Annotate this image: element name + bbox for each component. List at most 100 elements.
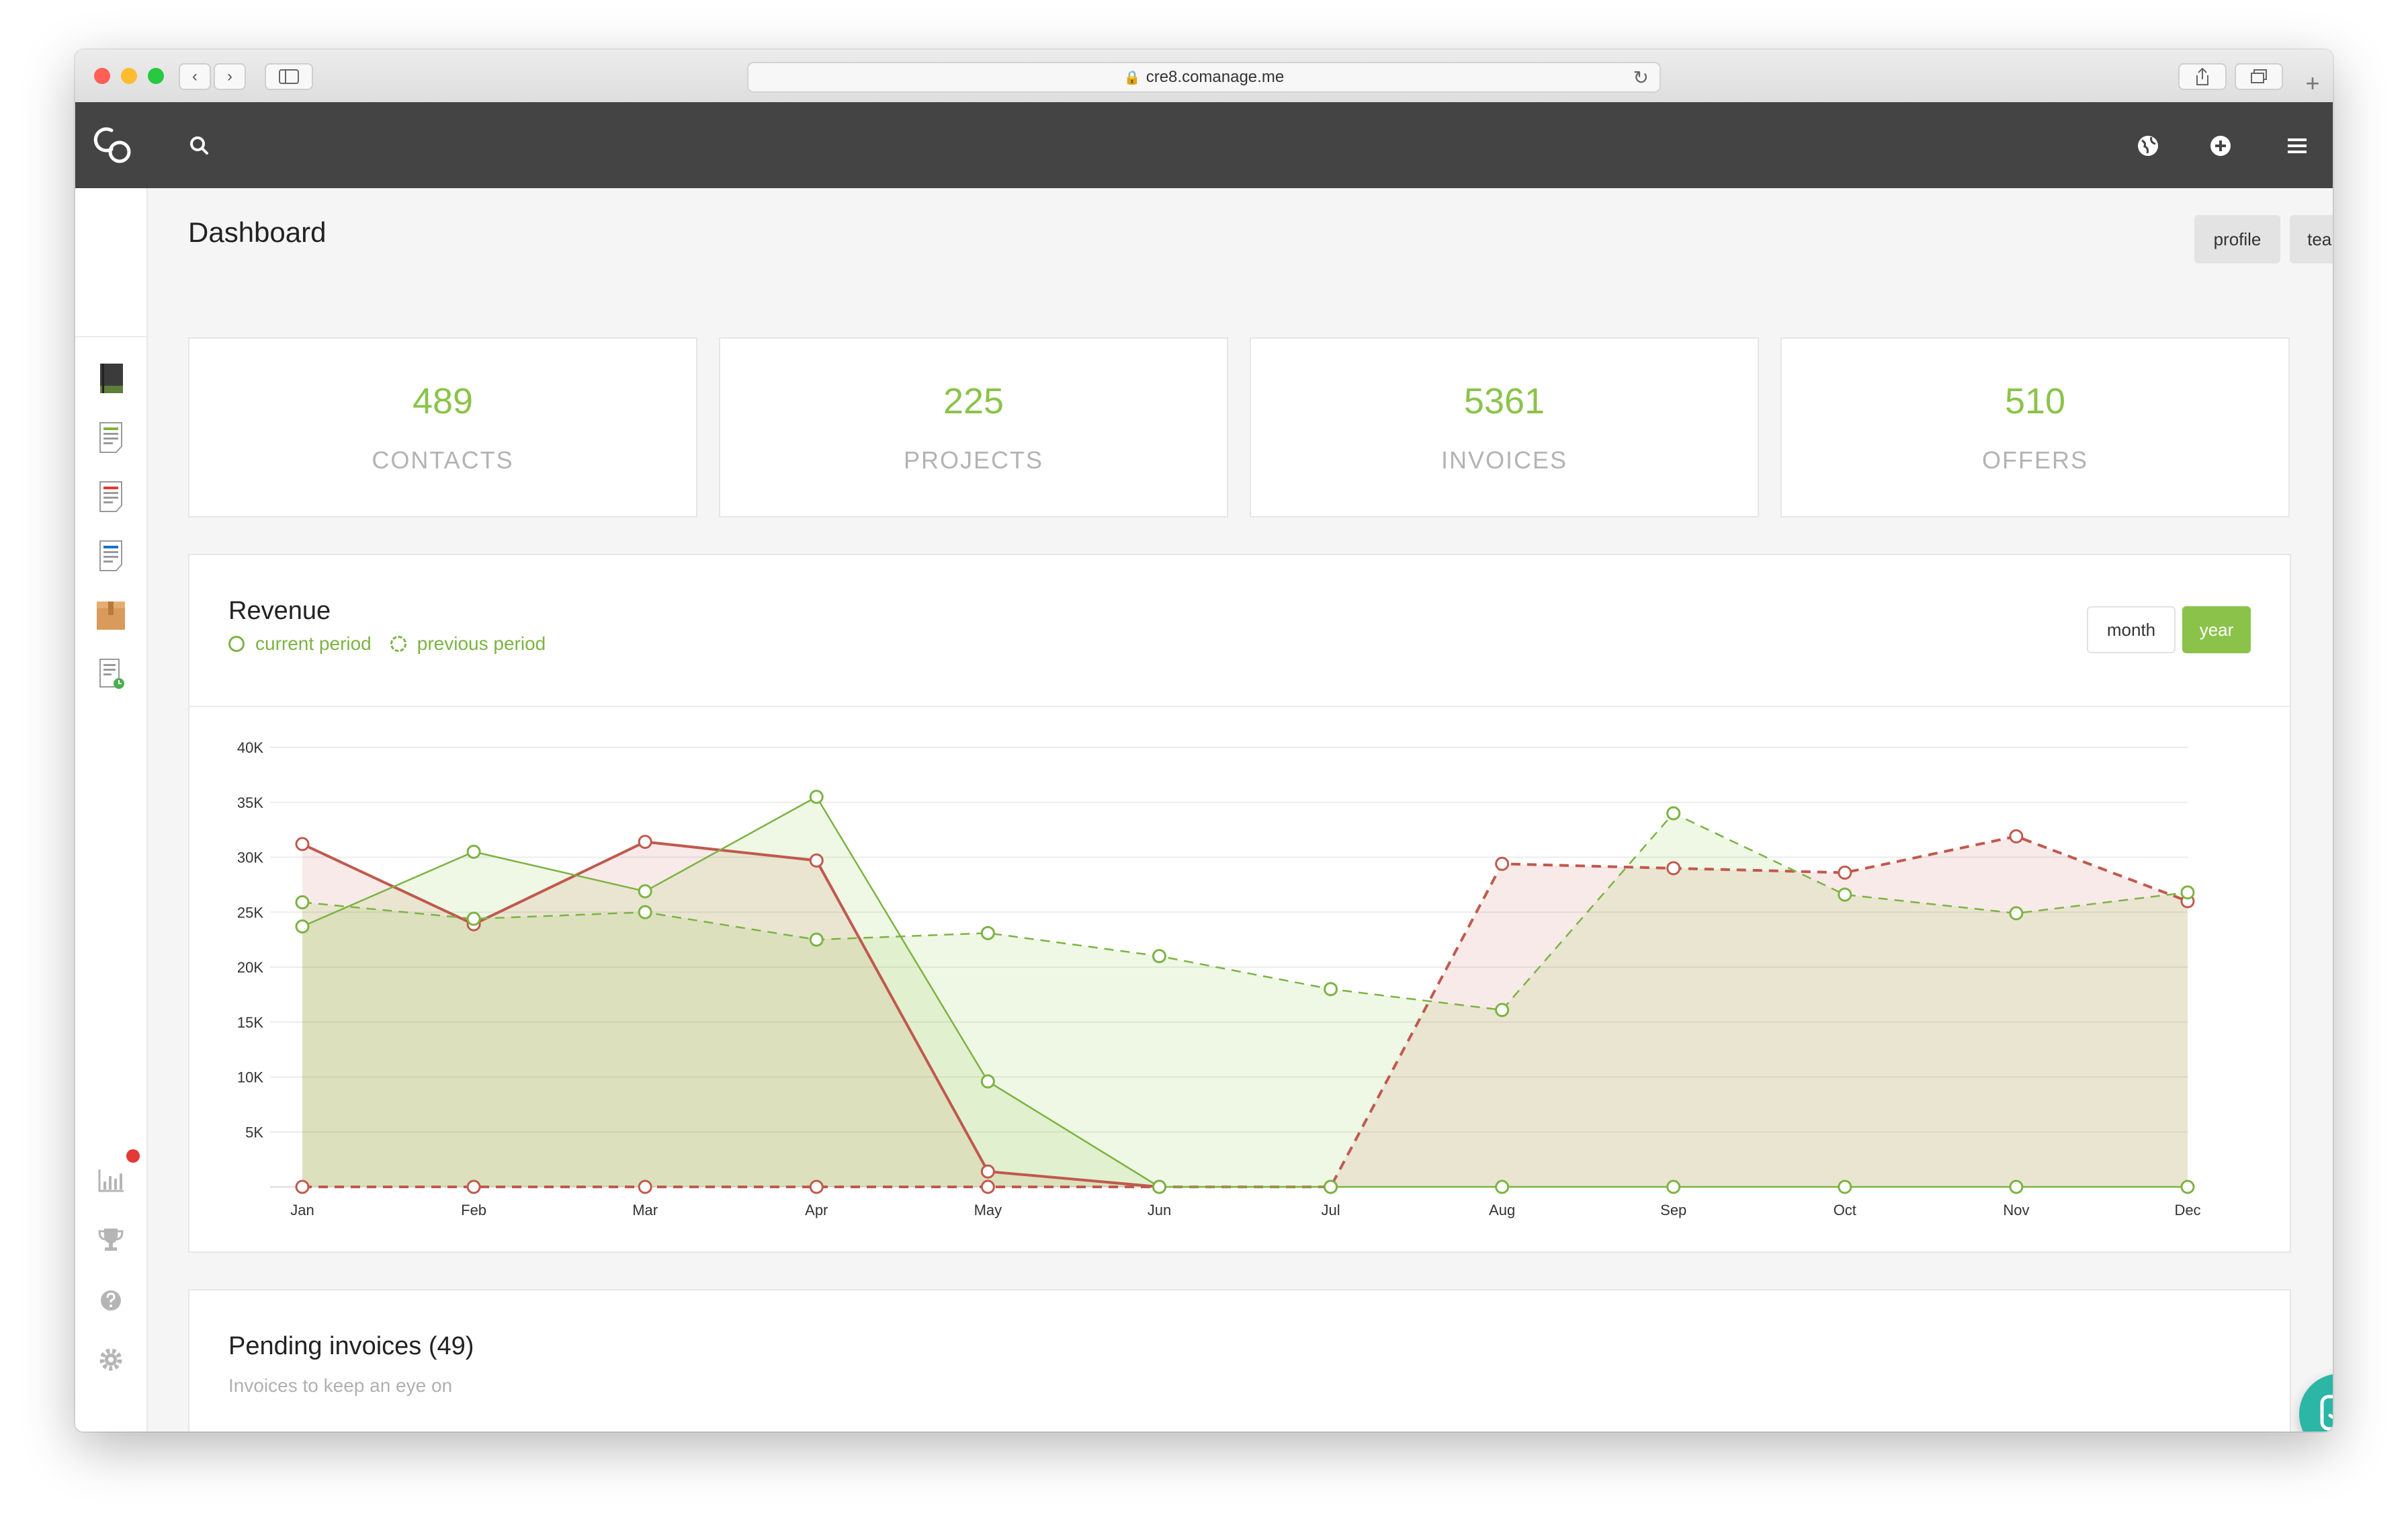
x-tick-label: Nov: [2003, 1202, 2029, 1218]
stat-card-invoices[interactable]: 5361 INVOICES: [1250, 337, 1759, 518]
app-logo[interactable]: [90, 122, 137, 169]
x-tick-label: Mar: [632, 1202, 658, 1218]
stat-label: OFFERS: [1981, 446, 2088, 474]
sidebar: CB: [75, 188, 148, 1432]
blue-document-icon[interactable]: [95, 539, 126, 573]
data-point: [638, 1180, 652, 1194]
back-button[interactable]: ‹: [179, 63, 211, 90]
stat-card-contacts[interactable]: 489 CONTACTS: [188, 337, 697, 518]
stat-value: 5361: [1463, 381, 1545, 421]
globe-icon[interactable]: [2131, 129, 2165, 163]
data-point: [1666, 861, 1681, 876]
x-tick-label: Sep: [1660, 1202, 1686, 1218]
new-tab-button[interactable]: +: [2305, 69, 2320, 97]
maximize-window-button[interactable]: [148, 68, 164, 84]
data-point: [1666, 806, 1681, 821]
y-tick-label: 35K: [237, 794, 263, 811]
series-line: [302, 796, 2188, 1188]
minimize-window-button[interactable]: [121, 68, 137, 84]
data-point: [2009, 1180, 2024, 1194]
card-divider: [189, 706, 2290, 707]
series-area: [302, 813, 2188, 1187]
y-tick-label: 40K: [237, 739, 263, 756]
close-window-button[interactable]: [94, 68, 110, 84]
gear-icon[interactable]: [95, 1343, 126, 1376]
data-point: [2009, 906, 2024, 921]
package-box-icon[interactable]: [95, 598, 126, 632]
data-point: [295, 895, 310, 910]
share-icon: [2196, 67, 2208, 85]
data-point: [1495, 1003, 1510, 1018]
x-tick-label: Jun: [1148, 1202, 1171, 1218]
data-point: [2180, 885, 2195, 900]
address-bar[interactable]: 🔒 cre8.comanage.me ↻: [747, 62, 1661, 93]
legend-current-marker: [228, 636, 245, 652]
series-area: [302, 836, 2188, 1187]
data-point: [809, 1180, 824, 1194]
notification-dot: [126, 1149, 140, 1163]
month-toggle-button[interactable]: month: [2087, 606, 2176, 653]
series-line: [302, 840, 1160, 1188]
y-tick-label: 20K: [237, 959, 263, 976]
tabs-overview-button[interactable]: [2235, 63, 2283, 90]
notebook-icon[interactable]: [95, 362, 126, 395]
y-tick-label: 15K: [237, 1014, 263, 1031]
data-point: [980, 925, 995, 940]
data-point: [1838, 887, 1852, 902]
year-toggle-button[interactable]: year: [2182, 606, 2251, 653]
x-tick-label: Jul: [1321, 1202, 1340, 1218]
sidebar-icon: [279, 69, 299, 84]
sidebar-toggle-button[interactable]: [265, 63, 313, 90]
chat-icon: [2320, 1395, 2333, 1431]
stat-card-projects[interactable]: 225 PROJECTS: [719, 337, 1228, 518]
spreadsheet-icon[interactable]: [95, 421, 126, 454]
red-document-icon[interactable]: [95, 480, 126, 513]
data-point: [638, 835, 652, 850]
bar-chart-icon[interactable]: [95, 1163, 126, 1196]
chevron-right-icon: ›: [227, 67, 232, 85]
team-avatar[interactable]: TH: [91, 1398, 130, 1432]
tabs-icon: [2251, 69, 2267, 83]
hamburger-menu-icon[interactable]: [2280, 129, 2314, 163]
team-button[interactable]: team: [2290, 215, 2333, 263]
y-tick-label: 30K: [237, 850, 263, 866]
search-icon[interactable]: [183, 129, 216, 163]
top-navbar: [75, 102, 2333, 188]
pending-invoices-subtitle: Invoices to keep an eye on: [228, 1375, 453, 1396]
trophy-icon[interactable]: [95, 1223, 126, 1257]
browser-window: ‹ › 🔒 cre8.comanage.me ↻ +: [75, 50, 2333, 1432]
data-point: [1838, 1180, 1852, 1194]
data-point: [1838, 865, 1852, 880]
document-clock-icon[interactable]: [95, 657, 126, 691]
revenue-card: Revenue current period previous period m…: [188, 554, 2291, 1253]
lock-icon: 🔒: [1123, 70, 1141, 85]
plus-circle-icon[interactable]: [2204, 129, 2237, 163]
data-point: [2180, 1180, 2195, 1194]
data-point: [809, 853, 824, 868]
stat-value: 489: [412, 381, 474, 421]
x-tick-label: Aug: [1489, 1202, 1515, 1218]
chat-launcher-button[interactable]: [2299, 1374, 2333, 1432]
sidebar-divider: [75, 336, 146, 337]
legend-previous-label: previous period: [417, 633, 546, 654]
share-button[interactable]: [2178, 63, 2227, 90]
help-icon[interactable]: [95, 1284, 126, 1317]
profile-button[interactable]: profile: [2194, 215, 2280, 263]
stat-card-offers[interactable]: 510 OFFERS: [1780, 337, 2290, 518]
user-avatar[interactable]: CB: [86, 262, 134, 311]
data-point: [980, 1164, 995, 1179]
stat-value: 225: [943, 381, 1004, 421]
reload-icon[interactable]: ↻: [1633, 67, 1649, 88]
forward-button[interactable]: ›: [214, 63, 246, 90]
data-point: [1324, 982, 1338, 997]
chart-legend: current period previous period: [228, 633, 546, 655]
data-point: [1495, 1180, 1510, 1194]
main-content: Dashboard profile team 489 CONTACTS 225 …: [146, 188, 2333, 1432]
data-point: [638, 905, 652, 919]
data-point: [809, 932, 824, 947]
data-point: [1152, 1180, 1166, 1194]
data-point: [295, 1180, 310, 1194]
data-point: [1324, 1180, 1338, 1194]
revenue-chart: 5K 10K 15K 20K 25K 30K 35K 40K Jan Feb Mar Apr May J…: [237, 739, 2201, 1218]
data-point: [2009, 829, 2024, 843]
